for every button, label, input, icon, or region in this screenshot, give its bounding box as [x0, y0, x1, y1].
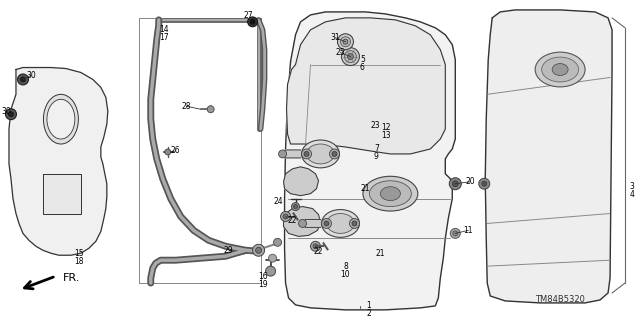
Text: 17: 17 [159, 33, 168, 42]
Text: 25: 25 [335, 48, 346, 57]
Text: 21: 21 [376, 249, 385, 258]
Polygon shape [43, 174, 81, 213]
Polygon shape [485, 10, 612, 303]
Polygon shape [301, 219, 321, 227]
Text: 13: 13 [381, 130, 391, 140]
Text: FR.: FR. [63, 273, 80, 283]
Circle shape [269, 254, 276, 262]
Circle shape [482, 181, 487, 186]
Text: 8: 8 [343, 262, 348, 271]
Ellipse shape [321, 210, 360, 237]
Circle shape [452, 231, 458, 236]
Text: 6: 6 [360, 63, 365, 72]
Circle shape [255, 247, 262, 253]
Circle shape [321, 219, 332, 228]
Text: 16: 16 [258, 271, 268, 281]
Circle shape [292, 203, 300, 211]
Text: 5: 5 [360, 55, 365, 64]
Circle shape [313, 244, 318, 249]
Ellipse shape [535, 52, 585, 87]
Circle shape [266, 266, 276, 276]
Circle shape [348, 54, 353, 60]
Circle shape [17, 74, 28, 85]
Ellipse shape [307, 144, 335, 164]
Text: 29: 29 [224, 246, 234, 255]
Polygon shape [280, 150, 301, 158]
Text: 4: 4 [630, 190, 634, 199]
Text: 24: 24 [274, 197, 284, 206]
Text: 22: 22 [314, 247, 323, 256]
Circle shape [349, 219, 360, 228]
Circle shape [451, 228, 460, 238]
Text: 20: 20 [465, 177, 475, 186]
Ellipse shape [326, 213, 355, 234]
Text: 2: 2 [366, 309, 371, 318]
Circle shape [280, 211, 291, 221]
Text: 22: 22 [288, 216, 298, 225]
Circle shape [452, 181, 458, 187]
Circle shape [301, 149, 312, 159]
Text: 30: 30 [26, 71, 36, 80]
Circle shape [273, 238, 282, 246]
Polygon shape [287, 18, 445, 154]
Text: 9: 9 [374, 152, 379, 161]
Ellipse shape [301, 140, 339, 168]
Circle shape [479, 178, 490, 189]
Circle shape [340, 37, 351, 47]
Polygon shape [285, 12, 455, 310]
Polygon shape [9, 68, 108, 255]
Text: 18: 18 [74, 257, 84, 266]
Text: 7: 7 [374, 145, 379, 153]
Text: 3: 3 [630, 182, 634, 191]
Circle shape [253, 244, 264, 256]
Text: 21: 21 [361, 184, 370, 193]
Circle shape [324, 221, 329, 226]
Text: 14: 14 [159, 25, 168, 34]
Polygon shape [284, 167, 319, 196]
Polygon shape [284, 207, 321, 236]
Circle shape [6, 109, 17, 120]
Text: 19: 19 [258, 279, 268, 289]
Text: 10: 10 [340, 270, 350, 278]
Ellipse shape [380, 187, 401, 201]
Text: 28: 28 [182, 102, 191, 111]
Circle shape [248, 17, 257, 27]
Text: 27: 27 [244, 11, 253, 20]
Text: TM84B5320: TM84B5320 [535, 295, 585, 304]
Circle shape [207, 106, 214, 113]
Circle shape [20, 77, 26, 82]
Circle shape [250, 19, 255, 24]
Circle shape [343, 39, 348, 44]
Text: 1: 1 [366, 301, 371, 310]
Ellipse shape [552, 63, 568, 76]
Circle shape [352, 221, 357, 226]
Circle shape [164, 149, 171, 155]
Circle shape [332, 152, 337, 156]
Circle shape [304, 152, 309, 156]
Circle shape [449, 178, 461, 190]
Ellipse shape [363, 176, 418, 211]
Circle shape [337, 34, 353, 50]
Text: 15: 15 [74, 249, 84, 258]
Ellipse shape [44, 94, 78, 144]
Ellipse shape [369, 181, 412, 207]
Ellipse shape [541, 57, 579, 82]
Ellipse shape [47, 99, 75, 139]
Circle shape [342, 48, 360, 65]
Text: 23: 23 [371, 121, 380, 130]
Text: 26: 26 [171, 146, 180, 155]
Circle shape [8, 112, 13, 117]
Text: 12: 12 [381, 122, 391, 132]
Text: 31: 31 [331, 33, 340, 42]
Text: 30: 30 [1, 107, 11, 116]
Circle shape [283, 214, 288, 219]
Circle shape [344, 51, 356, 63]
Circle shape [330, 149, 339, 159]
Circle shape [310, 241, 321, 251]
Circle shape [294, 204, 298, 209]
Circle shape [278, 150, 287, 158]
Circle shape [298, 219, 307, 227]
Text: 11: 11 [463, 226, 473, 235]
